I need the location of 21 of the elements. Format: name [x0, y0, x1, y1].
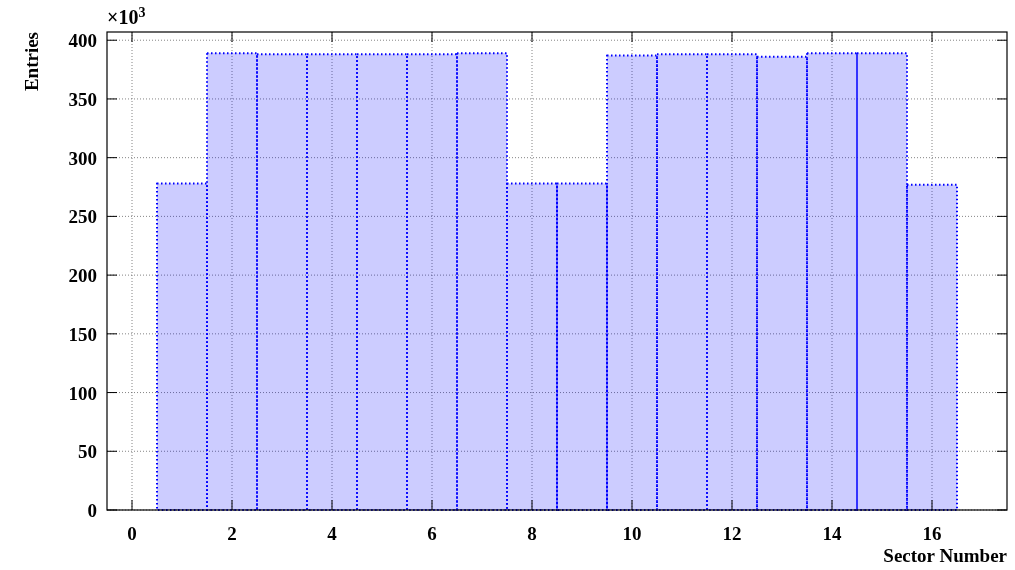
y-tick-label: 50	[78, 441, 97, 463]
y-tick-label: 400	[68, 30, 97, 52]
x-axis-title: Sector Number	[883, 545, 1008, 566]
y-tick-label: 150	[68, 323, 97, 345]
y-tick-label: 300	[68, 147, 97, 169]
x-tick-label: 14	[822, 523, 842, 544]
x-tick-label: 4	[327, 523, 338, 544]
y-tick-label: 350	[68, 88, 97, 110]
x-tick-label: 12	[722, 523, 742, 544]
x-tick-label: 0	[127, 523, 137, 544]
y-tick-label: 0	[87, 500, 97, 521]
y-tick-label: 200	[68, 265, 97, 287]
y-axis-title: Entries	[21, 32, 42, 92]
x-tick-label: 16	[922, 523, 942, 544]
y-tick-label: 100	[68, 382, 97, 404]
x-tick-label: 8	[527, 523, 537, 544]
x-tick-label: 2	[227, 523, 237, 544]
text: ×10$^{3}$	[107, 4, 146, 28]
x-tick-label: 10	[622, 523, 642, 544]
y-tick-label: 250	[68, 206, 97, 228]
x-tick-label: 6	[427, 523, 437, 544]
